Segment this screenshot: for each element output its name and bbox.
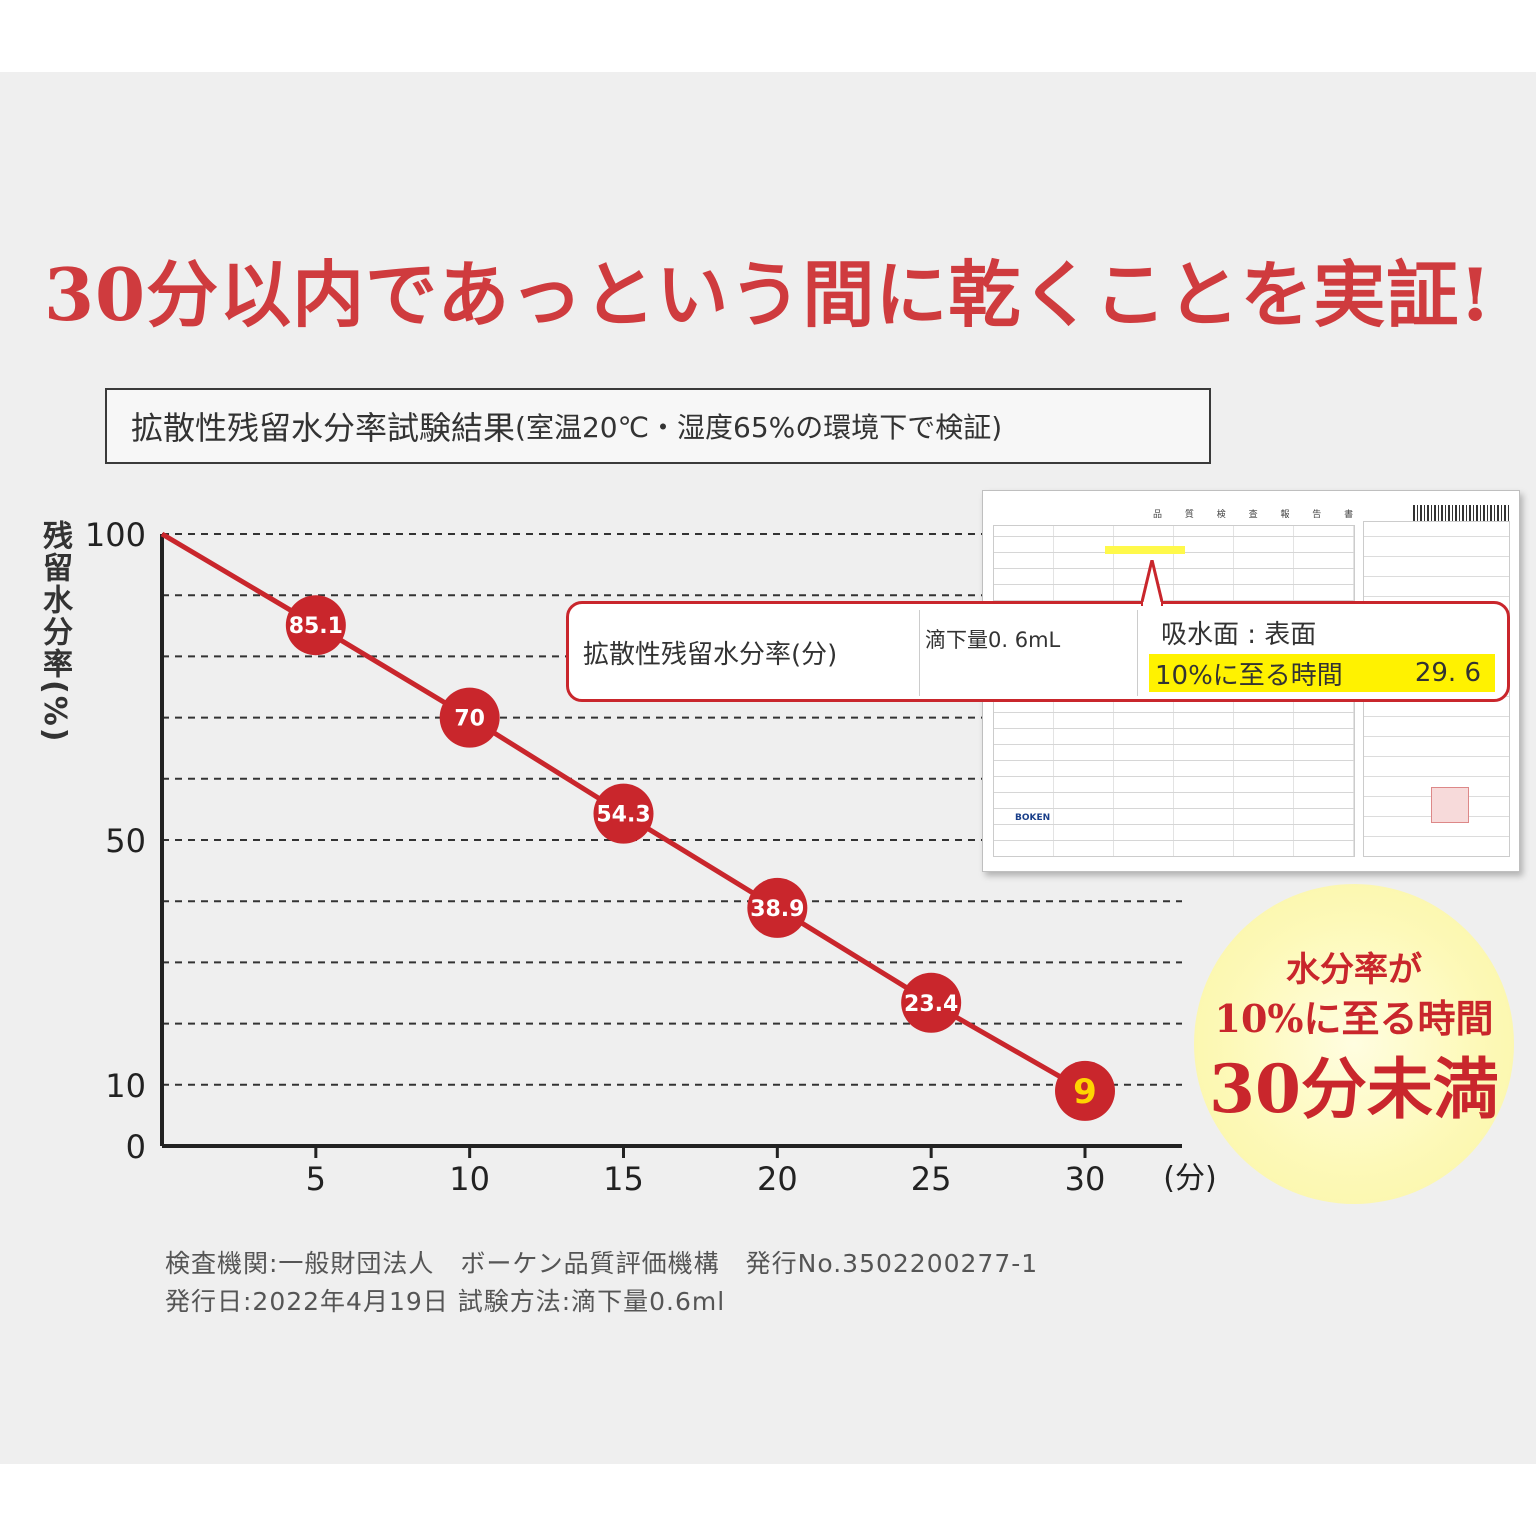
chart-title: 拡散性残留水分率試験結果	[131, 409, 516, 447]
x-tick-label: 30	[1065, 1160, 1106, 1198]
badge-line-2: 10%に至る時間	[1214, 996, 1494, 1041]
data-point-label: 70	[454, 707, 485, 732]
data-point-label: 85.1	[289, 614, 343, 639]
x-tick-label: 25	[911, 1160, 952, 1198]
data-point-label: 9	[1073, 1072, 1097, 1112]
x-tick-label: 20	[757, 1160, 798, 1198]
data-point-marker	[747, 877, 808, 938]
headline: 30分以内であっという間に乾くことを実証!	[43, 252, 1493, 337]
data-point-marker	[1055, 1060, 1115, 1121]
y-tick-label: 100	[85, 516, 146, 554]
badge-line-3: 30分未満	[1209, 1050, 1499, 1128]
callout-surface: 吸水面 : 表面	[1161, 620, 1317, 650]
data-point-label: 38.9	[750, 897, 804, 922]
y-tick-label: 10	[105, 1067, 146, 1105]
data-point-marker	[901, 972, 962, 1033]
callout-label: 拡散性残留水分率(分)	[583, 640, 838, 670]
callout-highlight-row: 10%に至る時間 29. 6	[1149, 654, 1495, 692]
x-tick-label: 10	[449, 1160, 490, 1198]
callout-time-value: 29. 6	[1414, 658, 1481, 688]
seal-stamp-icon	[1431, 787, 1469, 823]
callout-divider	[1137, 610, 1138, 696]
footer-inspection-info: 検査機関:一般財団法人 ボーケン品質評価機構 発行No.3502200277-1	[165, 1249, 1039, 1278]
chart-title-box: 拡散性残留水分率試験結果 (室温20℃・湿度65%の環境下で検証)	[105, 388, 1211, 464]
callout-drop-amount: 滴下量0. 6mL	[925, 628, 1061, 652]
data-point-marker	[439, 687, 500, 748]
y-tick-label: 50	[105, 822, 146, 860]
data-points: 85.1 70 54.3 38.9 23.4 9	[285, 595, 1115, 1121]
result-badge: 水分率が 10%に至る時間 30分未満	[1194, 884, 1514, 1204]
y-tick-label: 0	[126, 1128, 146, 1166]
barcode-icon	[1413, 505, 1509, 521]
data-point-label: 54.3	[596, 803, 650, 828]
x-tick-label: 5	[306, 1160, 326, 1198]
callout-divider	[919, 610, 920, 696]
data-point-label: 23.4	[904, 992, 958, 1017]
report-highlight	[1105, 546, 1185, 554]
data-point-marker	[593, 783, 654, 844]
x-axis-unit: (分)	[1163, 1161, 1216, 1196]
data-point-marker	[285, 595, 346, 656]
x-tick-label: 15	[603, 1160, 644, 1198]
callout-pointer-icon	[1141, 560, 1163, 606]
report-title: 品 質 検 査 報 告 書	[1153, 510, 1364, 520]
footer-issue-info: 発行日:2022年4月19日 試験方法:滴下量0.6ml	[165, 1287, 726, 1316]
badge-line-1: 水分率が	[1286, 950, 1422, 990]
axes	[160, 534, 1182, 1158]
y-axis-label: 残留水分率(%)	[37, 520, 72, 744]
report-callout: 拡散性残留水分率(分) 滴下量0. 6mL 吸水面 : 表面 10%に至る時間 …	[566, 560, 1510, 702]
test-conditions: (室温20℃・湿度65%の環境下で検証)	[515, 411, 1003, 444]
callout-time-label: 10%に至る時間	[1155, 660, 1343, 691]
boken-logo: BOKEN	[1015, 813, 1051, 823]
